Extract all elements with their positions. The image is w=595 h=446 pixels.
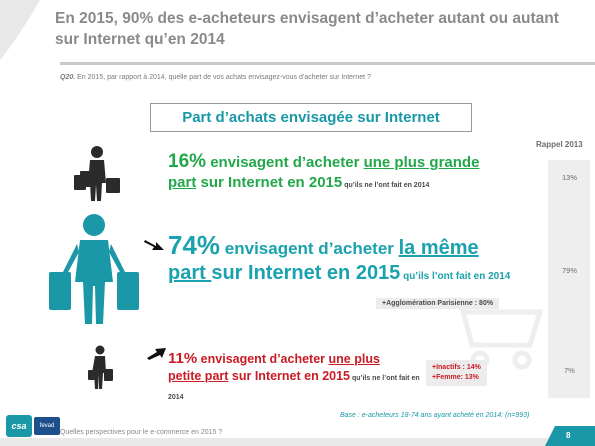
row-more-t3: part	[168, 174, 197, 191]
row-more-t1: envisagent d’acheter	[206, 154, 364, 171]
row-less-t5: qu’ils ne l’ont fait en 2014	[168, 375, 420, 401]
row-same-t2: la même	[398, 237, 479, 259]
csa-logo: csa	[6, 415, 32, 437]
row-same-text: 74% envisagent d’acheter la même part su…	[168, 230, 548, 289]
survey-question: Q20. En 2015, par rapport à 2014, quelle…	[60, 74, 371, 81]
question-text: En 2015, par rapport à 2014, quelle part…	[75, 74, 371, 81]
row-more-pct: 16%	[168, 151, 207, 172]
row-same-pct: 74%	[168, 230, 221, 260]
row-less-t2: une plus	[328, 352, 380, 366]
rappel-column	[548, 160, 590, 398]
row-less-t3: petite part	[168, 369, 229, 383]
row-less-t1: envisagent d’acheter	[197, 352, 329, 366]
tag-inactifs: +Inactifs : 14%	[432, 364, 481, 371]
footer-text: Quelles perspectives pour le e-commerce …	[60, 429, 223, 436]
row-less-pct: 11%	[168, 350, 198, 367]
row-less-text: 11% envisagent d’acheter une plus petite…	[168, 350, 428, 406]
row-more-text: 16% envisagent d’acheter une plus grande…	[168, 152, 498, 196]
title-divider	[60, 62, 595, 65]
base-note: Base : e-acheteurs 18-74 ans ayant achet…	[340, 412, 530, 419]
row-more-t4: sur Internet en 2015	[196, 174, 343, 191]
arrow-right-icon	[144, 240, 164, 250]
tag-inactifs-femme: +Inactifs : 14% +Femme: 13%	[426, 360, 487, 386]
fevad-logo-text: fevad	[39, 423, 55, 429]
footer-bar	[0, 426, 595, 446]
header-decoration	[0, 0, 40, 60]
page-number: 8	[566, 431, 571, 440]
row-same-t1: envisagent d’acheter	[220, 239, 399, 258]
csa-logo-text: csa	[11, 421, 27, 431]
row-same-t5: qu’ils l’ont fait en 2014	[400, 271, 511, 282]
question-number: Q20.	[60, 74, 76, 81]
section-title-box: Part d’achats envisagée sur Internet	[150, 103, 472, 132]
shopper-icon-small	[74, 146, 120, 201]
arrow-up-right-icon	[147, 348, 166, 360]
row-same-t4: sur Internet en 2015	[211, 262, 401, 284]
row-more-t5: qu’ils ne l’ont fait en 2014	[342, 182, 430, 189]
tag-femme: +Femme: 13%	[432, 374, 479, 381]
page-title: En 2015, 90% des e-acheteurs envisagent …	[55, 10, 559, 48]
tag-agglomeration: +Agglomération Parisienne : 80%	[376, 298, 500, 309]
row-less-t4: sur Internet en 2015	[228, 369, 351, 383]
rappel-value-2: 79%	[562, 266, 578, 275]
fevad-logo: fevad	[34, 417, 60, 435]
row-more-t2: une plus grande	[363, 154, 480, 171]
rappel-header: Rappel 2013	[536, 140, 583, 149]
shopper-icon-tiny	[88, 345, 113, 389]
row-same-t3: part	[168, 262, 212, 284]
rappel-value-3: 7%	[564, 366, 575, 375]
shopper-icon-large	[49, 214, 139, 324]
rappel-value-1: 13%	[562, 173, 578, 182]
